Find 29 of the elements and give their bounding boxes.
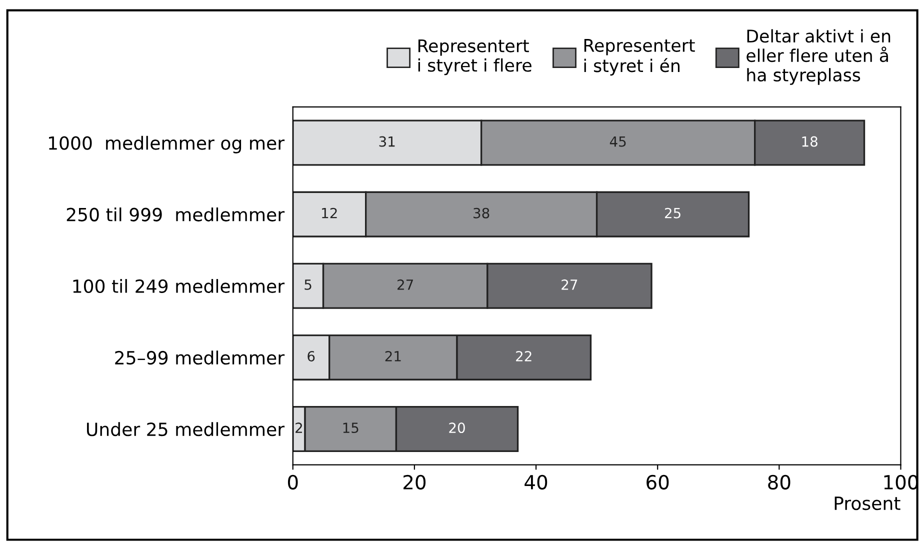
data-label: 2 — [296, 422, 302, 433]
x-tick-label: 60 — [646, 474, 669, 490]
data-label: 25 — [664, 208, 680, 218]
y-tick-label: 250 til 999 medlemmer — [66, 207, 285, 222]
data-label: 45 — [610, 136, 626, 147]
legend-label: Representert i styret i flere — [418, 39, 532, 76]
y-tick-label: 1000 medlemmer og mer — [49, 136, 285, 154]
x-tick-label: 20 — [404, 474, 426, 490]
y-tick-label: 100 til 249 medlemmer — [73, 279, 285, 294]
x-tick-label: 40 — [524, 474, 548, 490]
data-label: 12 — [322, 208, 337, 218]
data-label: 18 — [802, 136, 818, 147]
data-label: 6 — [308, 350, 315, 362]
data-label: 31 — [379, 136, 395, 147]
y-tick-label: Under 25 medlemmer — [87, 422, 285, 436]
data-label: 20 — [449, 422, 465, 434]
data-label: 27 — [398, 279, 413, 290]
data-label: 15 — [343, 422, 358, 434]
data-label: 38 — [474, 208, 490, 218]
data-label: 21 — [385, 350, 401, 362]
x-tick-label: 80 — [768, 474, 790, 490]
x-tick-label: 0 — [288, 474, 298, 490]
data-label: 22 — [516, 350, 532, 362]
data-label: 27 — [562, 279, 578, 290]
y-tick-label: 25–99 medlemmer — [115, 350, 285, 365]
data-label: 5 — [304, 280, 312, 290]
legend-label: Deltar aktivt i en eller flere uten å ha styreplass — [746, 29, 890, 85]
legend-label: Representert i styret i én — [584, 39, 695, 76]
x-axis-title: Prosent — [834, 496, 900, 510]
